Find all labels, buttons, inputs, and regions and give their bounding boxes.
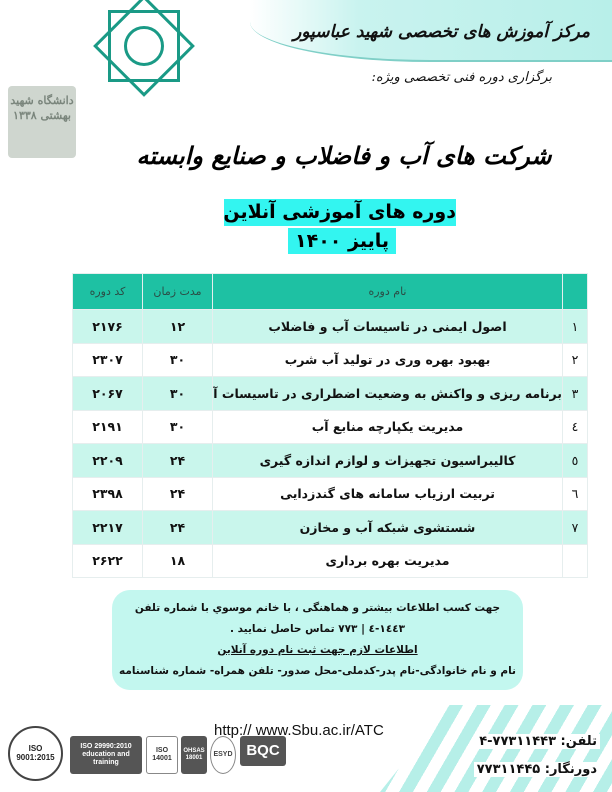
- courses-table: نام دوره مدت زمان کد دوره ۱ اصول ایمنی در…: [72, 273, 588, 578]
- table-header: نام دوره مدت زمان کد دوره: [72, 273, 588, 310]
- row-number: ۲: [562, 342, 588, 377]
- course-code: ۲۲۱۷: [72, 510, 143, 545]
- course-name: مدیریت یکپارچه منابع آب: [212, 409, 563, 444]
- course-duration: ۳۰: [142, 342, 213, 377]
- header-num: [562, 273, 588, 310]
- esyd-logo: ESYD: [210, 736, 236, 774]
- website-link[interactable]: http:// www.Sbu.ac.ir/ATC: [214, 722, 384, 739]
- header-name: نام دوره: [212, 273, 563, 310]
- info-box: جهت کسب اطلاعات بیشتر و هماهنگی ، با خان…: [112, 590, 523, 690]
- subtitle-online-courses: دوره های آموزشی آنلاین: [223, 199, 456, 226]
- course-code: ۲۳۹۸: [72, 476, 143, 511]
- course-code: ۲۱۹۱: [72, 409, 143, 444]
- row-number: ۳: [562, 376, 588, 411]
- course-duration: ۲۴: [142, 443, 213, 478]
- course-duration: ۲۴: [142, 510, 213, 545]
- course-code: ۲۱۷۶: [72, 309, 143, 344]
- course-name: تربیت ارزیاب سامانه های گندزدایی: [212, 476, 563, 511]
- course-name: شستشوی شبکه آب و مخازن: [212, 510, 563, 545]
- row-number: [562, 543, 588, 578]
- subheading: برگزاری دوره فنی تخصصی ویژه:: [371, 70, 552, 85]
- table-row: ۱ اصول ایمنی در تاسیسات آب و فاضلاب ۱۲ ۲۱۷۶: [72, 309, 588, 344]
- course-duration: ۱۸: [142, 543, 213, 578]
- iso-29990-logo: ISO 29990:2010 education and training: [70, 736, 142, 774]
- row-number: ٦: [562, 476, 588, 511]
- course-name: اصول ایمنی در تاسیسات آب و فاضلاب: [212, 309, 563, 344]
- table-row: ۲ بهبود بهره وری در تولید آب شرب ۳۰ ۲۳۰۷: [72, 342, 588, 377]
- info-heading-text: اطلاعات لازم جهت ثبت نام دوره آنلاین: [217, 644, 418, 656]
- table-row: ٤ مدیریت یکپارچه منابع آب ۳۰ ۲۱۹۱: [72, 409, 588, 444]
- iso-9001-logo: ISO 9001:2015: [8, 726, 63, 781]
- center-name: مرکز آموزش های تخصصی شهید عباسپور: [293, 22, 590, 42]
- table-row: ۷ شستشوی شبکه آب و مخازن ۲۴ ۲۲۱۷: [72, 510, 588, 545]
- course-duration: ۲۴: [142, 476, 213, 511]
- header-banner: [250, 0, 612, 62]
- fax: دورنگار: ۷۷۳۱۱۴۴۵: [473, 762, 600, 777]
- course-name: مدیریت بهره برداری: [212, 543, 563, 578]
- row-number: ۷: [562, 510, 588, 545]
- row-number: ٥: [562, 443, 588, 478]
- phone: تلفن: ۷۷۳۱۱۴۴۳-۴: [476, 734, 600, 749]
- table-row: ٥ کالیبراسیون تجهیزات و لوازم اندازه گیری…: [72, 443, 588, 478]
- university-logo: دانشگاه شهید بهشتی ۱۳۳۸: [8, 86, 76, 158]
- header-code: کد دوره: [72, 273, 143, 310]
- row-number: ۱: [562, 309, 588, 344]
- ohsas-logo: OHSAS 18001: [181, 736, 207, 774]
- main-title: شرکت های آب و فاضلاب و صنایع وابسته: [136, 141, 552, 170]
- info-heading: اطلاعات لازم جهت ثبت نام دوره آنلاین: [112, 640, 523, 661]
- subtitle-season: پاییز ۱۴۰۰: [288, 228, 396, 254]
- course-code: ۲۰۶۷: [72, 376, 143, 411]
- center-logo-frame: [108, 10, 180, 82]
- table-row: ۳ برنامه ریزی و واکنش به وضعیت اضطراری در…: [72, 376, 588, 411]
- course-duration: ۳۰: [142, 376, 213, 411]
- header-duration: مدت زمان: [142, 273, 213, 310]
- course-name: بهبود بهره وری در تولید آب شرب: [212, 342, 563, 377]
- row-number: ٤: [562, 409, 588, 444]
- course-code: ۲۲۰۹: [72, 443, 143, 478]
- bqc-logo: BQC: [240, 736, 286, 766]
- course-name: کالیبراسیون تجهیزات و لوازم اندازه گیری: [212, 443, 563, 478]
- iso-14001-logo: ISO 14001: [146, 736, 178, 774]
- course-duration: ۳۰: [142, 409, 213, 444]
- info-line: جهت کسب اطلاعات بیشتر و هماهنگی ، با خان…: [134, 602, 501, 614]
- table-row: ٦ تربیت ارزیاب سامانه های گندزدایی ۲۴ ۲۳۹۸: [72, 476, 588, 511]
- info-line: ۱٤٤۳-٤ | ۷۷۳ تماس حاصل نمایید .: [229, 623, 406, 635]
- course-name: برنامه ریزی و واکنش به وضعیت اضطراری در …: [212, 376, 563, 411]
- course-code: ۲۳۰۷: [72, 342, 143, 377]
- info-line: نام و نام خانوادگی-نام پدر-کدملی-محل صدو…: [119, 665, 516, 677]
- table-row: مدیریت بهره برداری ۱۸ ۲۶۲۲: [72, 543, 588, 578]
- center-logo-gear-icon: [124, 26, 164, 66]
- course-duration: ۱۲: [142, 309, 213, 344]
- course-code: ۲۶۲۲: [72, 543, 143, 578]
